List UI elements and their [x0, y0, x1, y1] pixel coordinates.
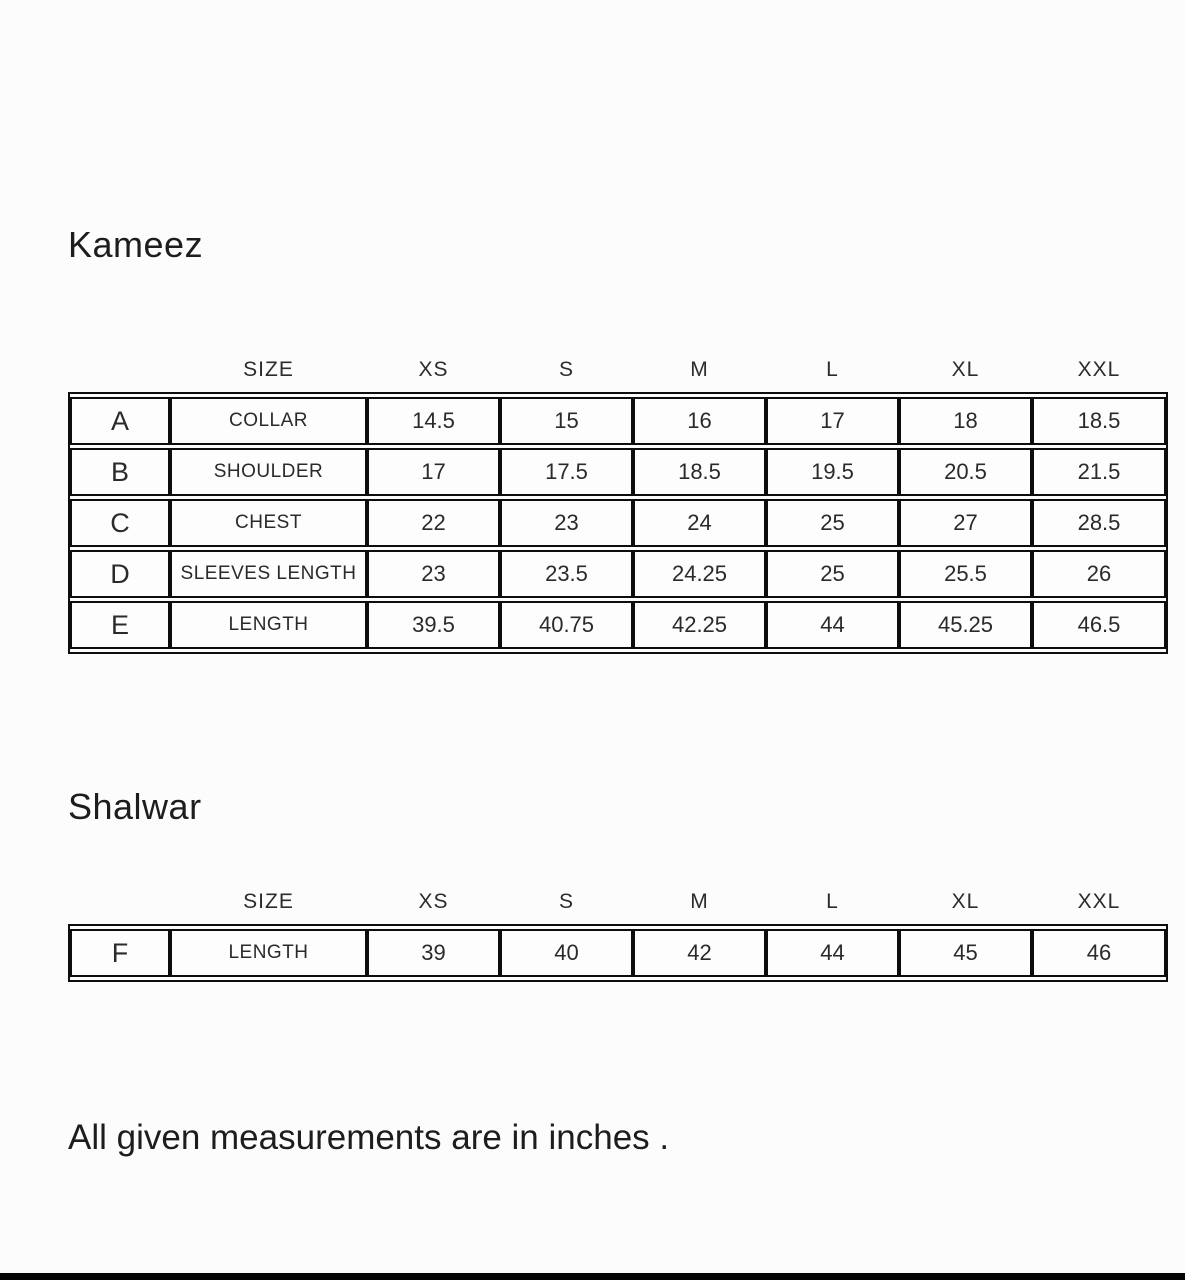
column-header-xs: XS — [418, 358, 449, 381]
measurement-value-cell: 17.5 — [500, 448, 633, 496]
kameez-table: A COLLAR 14.5 15 16 17 18 18.5 B SHOULDE… — [68, 392, 1168, 654]
measurements-note: All given measurements are in inches . — [68, 1118, 670, 1157]
shalwar-table: F LENGTH 39 40 42 44 45 46 — [68, 924, 1168, 982]
column-header-size: SIZE — [243, 358, 294, 381]
table-row: F LENGTH 39 40 42 44 45 46 — [70, 929, 1166, 977]
measurement-value-cell: 46.5 — [1032, 601, 1166, 649]
measurement-value-cell: 16 — [633, 397, 766, 445]
column-header-xxl: XXL — [1077, 890, 1121, 913]
measurement-value-cell: 15 — [500, 397, 633, 445]
measurement-value-cell: 17 — [766, 397, 899, 445]
size-key-cell: A — [70, 397, 170, 445]
column-header-m: M — [690, 890, 709, 913]
measurement-label-cell: COLLAR — [170, 397, 367, 445]
column-header-s: S — [558, 358, 574, 381]
table-row: E LENGTH 39.5 40.75 42.25 44 45.25 46.5 — [70, 601, 1166, 649]
column-header-xxl: XXL — [1077, 358, 1121, 381]
measurement-value-cell: 39.5 — [367, 601, 500, 649]
column-header-l: L — [826, 890, 839, 913]
measurement-value-cell: 14.5 — [367, 397, 500, 445]
measurement-value-cell: 17 — [367, 448, 500, 496]
measurement-value-cell: 40.75 — [500, 601, 633, 649]
measurement-value-cell: 25.5 — [899, 550, 1032, 598]
column-header-l: L — [826, 358, 839, 381]
measurement-value-cell: 18 — [899, 397, 1032, 445]
measurement-value-cell: 23 — [500, 499, 633, 547]
measurement-label-cell: CHEST — [170, 499, 367, 547]
measurement-value-cell: 45 — [899, 929, 1032, 977]
measurement-value-cell: 25 — [766, 499, 899, 547]
column-header-size: SIZE — [243, 890, 294, 913]
table-row: B SHOULDER 17 17.5 18.5 19.5 20.5 21.5 — [70, 448, 1166, 496]
size-key-cell: B — [70, 448, 170, 496]
table-row: C CHEST 22 23 24 25 27 28.5 — [70, 499, 1166, 547]
measurement-value-cell: 23 — [367, 550, 500, 598]
measurement-value-cell: 23.5 — [500, 550, 633, 598]
column-header-xl: XL — [951, 890, 980, 913]
measurement-value-cell: 27 — [899, 499, 1032, 547]
measurement-value-cell: 24 — [633, 499, 766, 547]
size-key-cell: E — [70, 601, 170, 649]
measurement-value-cell: 39 — [367, 929, 500, 977]
measurement-value-cell: 19.5 — [766, 448, 899, 496]
shalwar-column-headers: SIZE XS S M L XL XXL — [68, 890, 1168, 914]
measurement-value-cell: 45.25 — [899, 601, 1032, 649]
measurement-value-cell: 20.5 — [899, 448, 1032, 496]
size-key-cell: F — [70, 929, 170, 977]
measurement-value-cell: 42 — [633, 929, 766, 977]
size-key-cell: C — [70, 499, 170, 547]
measurement-value-cell: 44 — [766, 601, 899, 649]
measurement-value-cell: 44 — [766, 929, 899, 977]
measurement-label-cell: SLEEVES LENGTH — [170, 550, 367, 598]
measurement-value-cell: 46 — [1032, 929, 1166, 977]
measurement-value-cell: 42.25 — [633, 601, 766, 649]
measurement-value-cell: 18.5 — [1032, 397, 1166, 445]
column-header-m: M — [690, 358, 709, 381]
size-key-cell: D — [70, 550, 170, 598]
measurement-label-cell: SHOULDER — [170, 448, 367, 496]
measurement-label-cell: LENGTH — [170, 601, 367, 649]
shalwar-section-title: Shalwar — [68, 786, 202, 827]
measurement-value-cell: 26 — [1032, 550, 1166, 598]
column-header-xl: XL — [951, 358, 980, 381]
measurement-value-cell: 40 — [500, 929, 633, 977]
table-row: D SLEEVES LENGTH 23 23.5 24.25 25 25.5 2… — [70, 550, 1166, 598]
kameez-section-title: Kameez — [68, 224, 204, 265]
measurement-value-cell: 21.5 — [1032, 448, 1166, 496]
measurement-value-cell: 28.5 — [1032, 499, 1166, 547]
measurement-value-cell: 22 — [367, 499, 500, 547]
kameez-column-headers: SIZE XS S M L XL XXL — [68, 358, 1168, 382]
table-row: A COLLAR 14.5 15 16 17 18 18.5 — [70, 397, 1166, 445]
measurement-label-cell: LENGTH — [170, 929, 367, 977]
measurement-value-cell: 25 — [766, 550, 899, 598]
measurement-value-cell: 18.5 — [633, 448, 766, 496]
bottom-bar — [0, 1273, 1185, 1280]
column-header-s: S — [558, 890, 574, 913]
measurement-value-cell: 24.25 — [633, 550, 766, 598]
column-header-xs: XS — [418, 890, 449, 913]
